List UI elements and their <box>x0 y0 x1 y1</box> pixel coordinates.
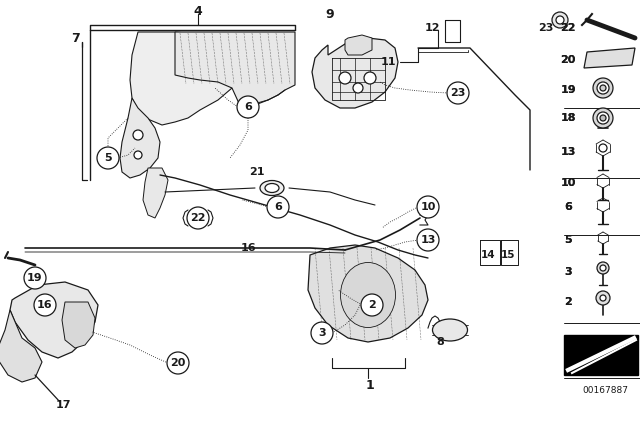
Text: 22: 22 <box>190 213 205 223</box>
Text: 5: 5 <box>564 235 572 245</box>
Circle shape <box>134 151 142 159</box>
Polygon shape <box>312 38 398 108</box>
Circle shape <box>97 147 119 169</box>
Circle shape <box>593 108 613 128</box>
Circle shape <box>353 83 363 93</box>
Text: 3: 3 <box>564 267 572 277</box>
Polygon shape <box>120 98 160 178</box>
Text: 9: 9 <box>326 8 334 21</box>
Text: 18: 18 <box>560 113 576 123</box>
Circle shape <box>417 196 439 218</box>
Polygon shape <box>175 32 295 110</box>
Text: 10: 10 <box>560 178 576 188</box>
Circle shape <box>600 265 606 271</box>
Circle shape <box>187 207 209 229</box>
Text: 21: 21 <box>249 167 265 177</box>
Polygon shape <box>130 32 238 125</box>
Polygon shape <box>10 282 98 358</box>
Circle shape <box>447 82 469 104</box>
Circle shape <box>24 267 46 289</box>
Text: 3: 3 <box>564 267 572 277</box>
Text: 23: 23 <box>538 23 554 33</box>
Ellipse shape <box>265 184 279 193</box>
Text: 1: 1 <box>365 379 374 392</box>
Circle shape <box>597 82 609 94</box>
Circle shape <box>552 12 568 28</box>
Text: 18: 18 <box>560 113 576 123</box>
Polygon shape <box>564 335 638 375</box>
Text: 2: 2 <box>564 297 572 307</box>
Circle shape <box>237 96 259 118</box>
Text: 20: 20 <box>560 55 576 65</box>
Polygon shape <box>584 48 635 68</box>
Text: 12: 12 <box>424 23 440 33</box>
Polygon shape <box>345 35 372 55</box>
Circle shape <box>597 112 609 124</box>
Text: 6: 6 <box>564 202 572 212</box>
Text: 2: 2 <box>564 297 572 307</box>
Text: 5: 5 <box>104 153 112 163</box>
Ellipse shape <box>433 319 467 341</box>
Text: 20: 20 <box>560 55 576 65</box>
Circle shape <box>600 115 606 121</box>
Circle shape <box>311 322 333 344</box>
Circle shape <box>556 16 564 24</box>
Text: 22: 22 <box>560 23 576 33</box>
Circle shape <box>599 144 607 152</box>
Polygon shape <box>308 245 428 342</box>
Text: 16: 16 <box>37 300 53 310</box>
Circle shape <box>34 294 56 316</box>
Polygon shape <box>143 168 168 218</box>
Text: 15: 15 <box>500 250 515 260</box>
Text: 8: 8 <box>436 337 444 347</box>
Text: 19: 19 <box>560 85 576 95</box>
Text: 13: 13 <box>560 147 576 157</box>
Text: 17: 17 <box>55 400 71 410</box>
Circle shape <box>364 72 376 84</box>
Text: 20: 20 <box>170 358 186 368</box>
Text: 11: 11 <box>380 57 396 67</box>
Text: 5: 5 <box>564 235 572 245</box>
Text: 13: 13 <box>560 147 576 157</box>
Text: 6: 6 <box>564 202 572 212</box>
Circle shape <box>596 291 610 305</box>
Circle shape <box>361 294 383 316</box>
Text: 2: 2 <box>368 300 376 310</box>
Circle shape <box>600 295 606 301</box>
Text: 23: 23 <box>451 88 466 98</box>
Circle shape <box>167 352 189 374</box>
Text: 00167887: 00167887 <box>582 385 628 395</box>
Circle shape <box>597 262 609 274</box>
Polygon shape <box>62 302 95 348</box>
Text: 14: 14 <box>481 250 495 260</box>
Circle shape <box>417 229 439 251</box>
Text: 6: 6 <box>244 102 252 112</box>
Text: 10: 10 <box>560 178 576 188</box>
Text: 10: 10 <box>420 202 436 212</box>
Text: 13: 13 <box>420 235 436 245</box>
Text: 16: 16 <box>240 243 256 253</box>
Ellipse shape <box>260 181 284 195</box>
Polygon shape <box>0 310 42 382</box>
Ellipse shape <box>340 263 396 327</box>
Text: 4: 4 <box>194 4 202 17</box>
Circle shape <box>593 78 613 98</box>
Text: 22: 22 <box>560 23 576 33</box>
Text: 6: 6 <box>274 202 282 212</box>
Circle shape <box>339 72 351 84</box>
Text: 3: 3 <box>318 328 326 338</box>
Text: 7: 7 <box>70 31 79 44</box>
Circle shape <box>267 196 289 218</box>
Text: 19: 19 <box>27 273 43 283</box>
Circle shape <box>133 130 143 140</box>
Circle shape <box>600 85 606 91</box>
Text: 19: 19 <box>560 85 576 95</box>
